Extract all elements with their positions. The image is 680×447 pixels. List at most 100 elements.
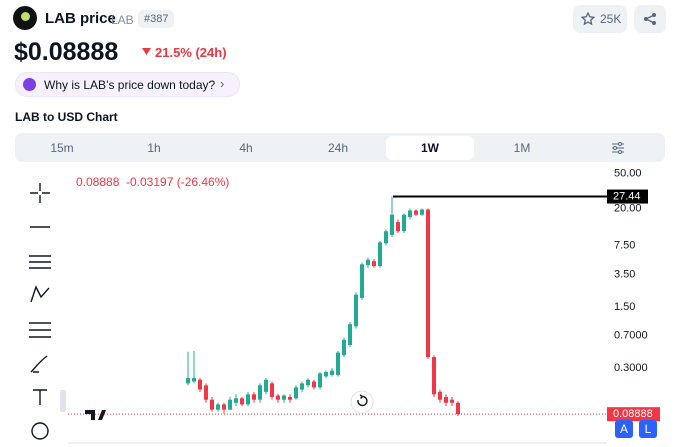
candle-body [444,396,448,403]
candle-body [216,404,220,410]
candle-body [222,404,226,410]
candle-body [240,398,244,405]
candle-body [330,370,334,375]
candle-body [372,261,376,267]
text-tool [33,389,47,405]
candle-body [360,264,364,298]
y-tick-label: 1.50 [614,301,635,313]
watchlist-button[interactable]: 25K [573,5,627,33]
pattern-tool [30,285,50,303]
candle-body [234,398,238,403]
star-icon [581,12,595,26]
candle-body [342,339,346,356]
timeframe-tab[interactable]: 1M [513,141,531,155]
y-tick-label: 20.00 [614,202,642,214]
candle-body [276,395,280,400]
candle-body [336,352,340,375]
candle-body [420,209,424,215]
candle-body [366,259,370,266]
candle-body [294,387,298,399]
candle-body [198,379,202,390]
candle-body [300,383,304,390]
prompt-text: Why is LAB’s price down today? [44,78,216,92]
candle-body [450,399,454,403]
candle-body [258,385,262,400]
candle-body [282,395,286,400]
candle-body [390,214,394,235]
y-tick-label: 50.00 [614,168,642,180]
candle-body [252,394,256,400]
y-tick-label: 0.7000 [614,330,648,342]
candle-body [312,381,316,388]
log-scale-button[interactable]: L [639,420,657,438]
ohlc-change: -0.03197 (-26.46%) [126,175,230,189]
y-tick-label: 0.3000 [614,362,648,374]
watchlist-count: 25K [600,12,622,26]
logo [13,6,37,30]
high-label: 27.44 [613,190,641,202]
last-price-label: 0.08888 [613,408,653,420]
fib-tool [29,255,51,269]
candle-body [324,371,328,377]
candle-body [432,357,436,395]
share-button[interactable] [634,5,666,33]
tradingview-logo [85,410,106,420]
ohlc-last: 0.08888 [76,175,120,189]
crosshair-tool [30,183,50,203]
brush-tool [30,355,48,373]
candle-body [192,378,196,382]
reset-button [350,390,374,414]
chevron: › [220,76,225,91]
timeframe-tab[interactable]: 1W [386,136,474,160]
timeframe-tab[interactable]: 1h [147,141,161,155]
coin-symbol: LAB [111,13,134,27]
coin-name: LAB price [45,10,116,27]
price-change: 21.5% (24h) [155,45,227,60]
y-tick-label: 7.50 [614,240,635,252]
timeframe-tab[interactable]: 4h [239,141,253,155]
ai-icon [23,78,36,91]
candle-body [186,378,190,384]
logo-mark [21,12,30,21]
chart-heading: LAB to USD Chart [15,110,118,124]
candle-body [354,294,358,327]
emoji-tool [31,422,49,440]
candle-body [396,222,400,232]
reset-icon [357,394,368,407]
candle-body [288,396,292,400]
auto-scale-button[interactable]: A [615,420,633,438]
settings-icon[interactable] [611,141,625,155]
candle-body [306,379,310,386]
candle-body [264,379,268,392]
candle-body [414,210,418,215]
candle-body [456,402,460,415]
ai-prompt[interactable]: Why is LAB’s price down today? › [15,72,240,97]
candle-body [402,214,406,232]
candle-body [246,394,250,405]
candle-body [348,324,352,345]
candle-body [318,373,322,388]
tab-bar: 15m 1h 4h 24h 1W 1M [15,133,665,162]
candle-body [378,242,382,267]
candle-body [408,210,412,218]
share-icon [644,13,656,25]
timeframe-tab[interactable]: 15m [50,141,74,155]
candle-body [210,399,214,410]
prediction-tool [29,322,51,338]
last-price-box [607,407,660,422]
price: $0.08888 [14,38,119,66]
timeframe-tab[interactable]: 24h [327,141,349,155]
candle-body [438,391,442,400]
high-label-box [607,189,648,204]
candle-body [228,399,232,410]
candle-body [270,383,274,397]
candle-body [384,231,388,244]
rank: #387 [138,10,175,28]
y-tick-label: 3.50 [614,269,635,281]
collapse-handle [60,390,66,412]
candle-body [204,385,208,400]
candle-body [426,209,430,358]
down-arrow [142,48,151,55]
